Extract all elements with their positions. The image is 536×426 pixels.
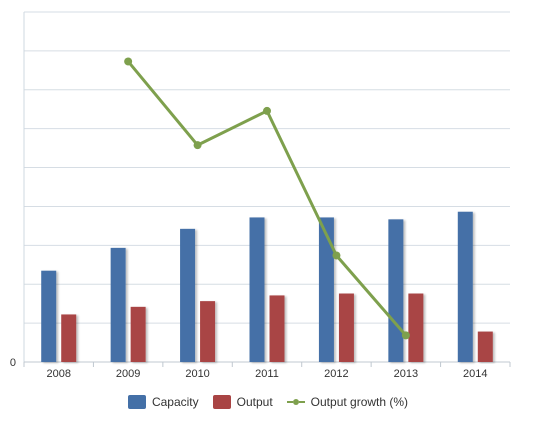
x-tick-label: 2008 [46,368,70,380]
growth-line [126,60,407,337]
growth-point [263,106,271,115]
growth-point [332,251,341,260]
bars [41,211,493,362]
growth-point [401,331,410,340]
legend-item-output-growth[interactable]: Output growth (%) [286,395,409,409]
output-swatch-icon [212,395,231,409]
x-tick-label: 2013 [394,368,418,380]
bar-capacity [249,217,265,362]
bar-output [200,301,216,362]
capacity-swatch-icon [127,395,146,409]
bar-output [408,293,424,362]
line-series [124,57,410,340]
legend-item-output[interactable]: Output [212,395,273,409]
x-tick-label: 2011 [255,368,279,380]
x-tick-label: 2012 [324,368,348,380]
legend-item-capacity[interactable]: Capacity [127,395,199,409]
bar-capacity [318,217,334,362]
legend-label-output: Output [236,395,273,409]
bar-output [477,331,493,362]
bar-output [61,314,77,362]
bar-capacity [110,247,126,362]
bar-output [269,295,285,362]
legend: Capacity Output Output growth (%) [0,392,536,412]
legend-label-capacity: Capacity [151,395,199,409]
axes [23,12,510,363]
growth-point [124,57,133,66]
bar-capacity [180,228,196,362]
y-axis-ticks: 0 [10,357,16,369]
growth-point [193,141,202,150]
bar-output [338,293,354,362]
x-tick-label: 2010 [185,368,209,380]
y-tick-label: 0 [10,357,16,369]
bar-capacity [388,219,404,362]
x-tick-label: 2014 [463,368,487,380]
legend-label-output-growth: Output growth (%) [310,395,409,409]
gridlines [24,11,510,363]
x-axis-ticks: 2008 2009 2010 2011 2012 2013 2014 [23,362,511,380]
bar-capacity [41,270,57,362]
line-marker-icon [286,395,305,409]
bar-capacity [457,211,473,362]
bar-output [130,306,146,362]
x-tick-label: 2009 [116,368,140,380]
